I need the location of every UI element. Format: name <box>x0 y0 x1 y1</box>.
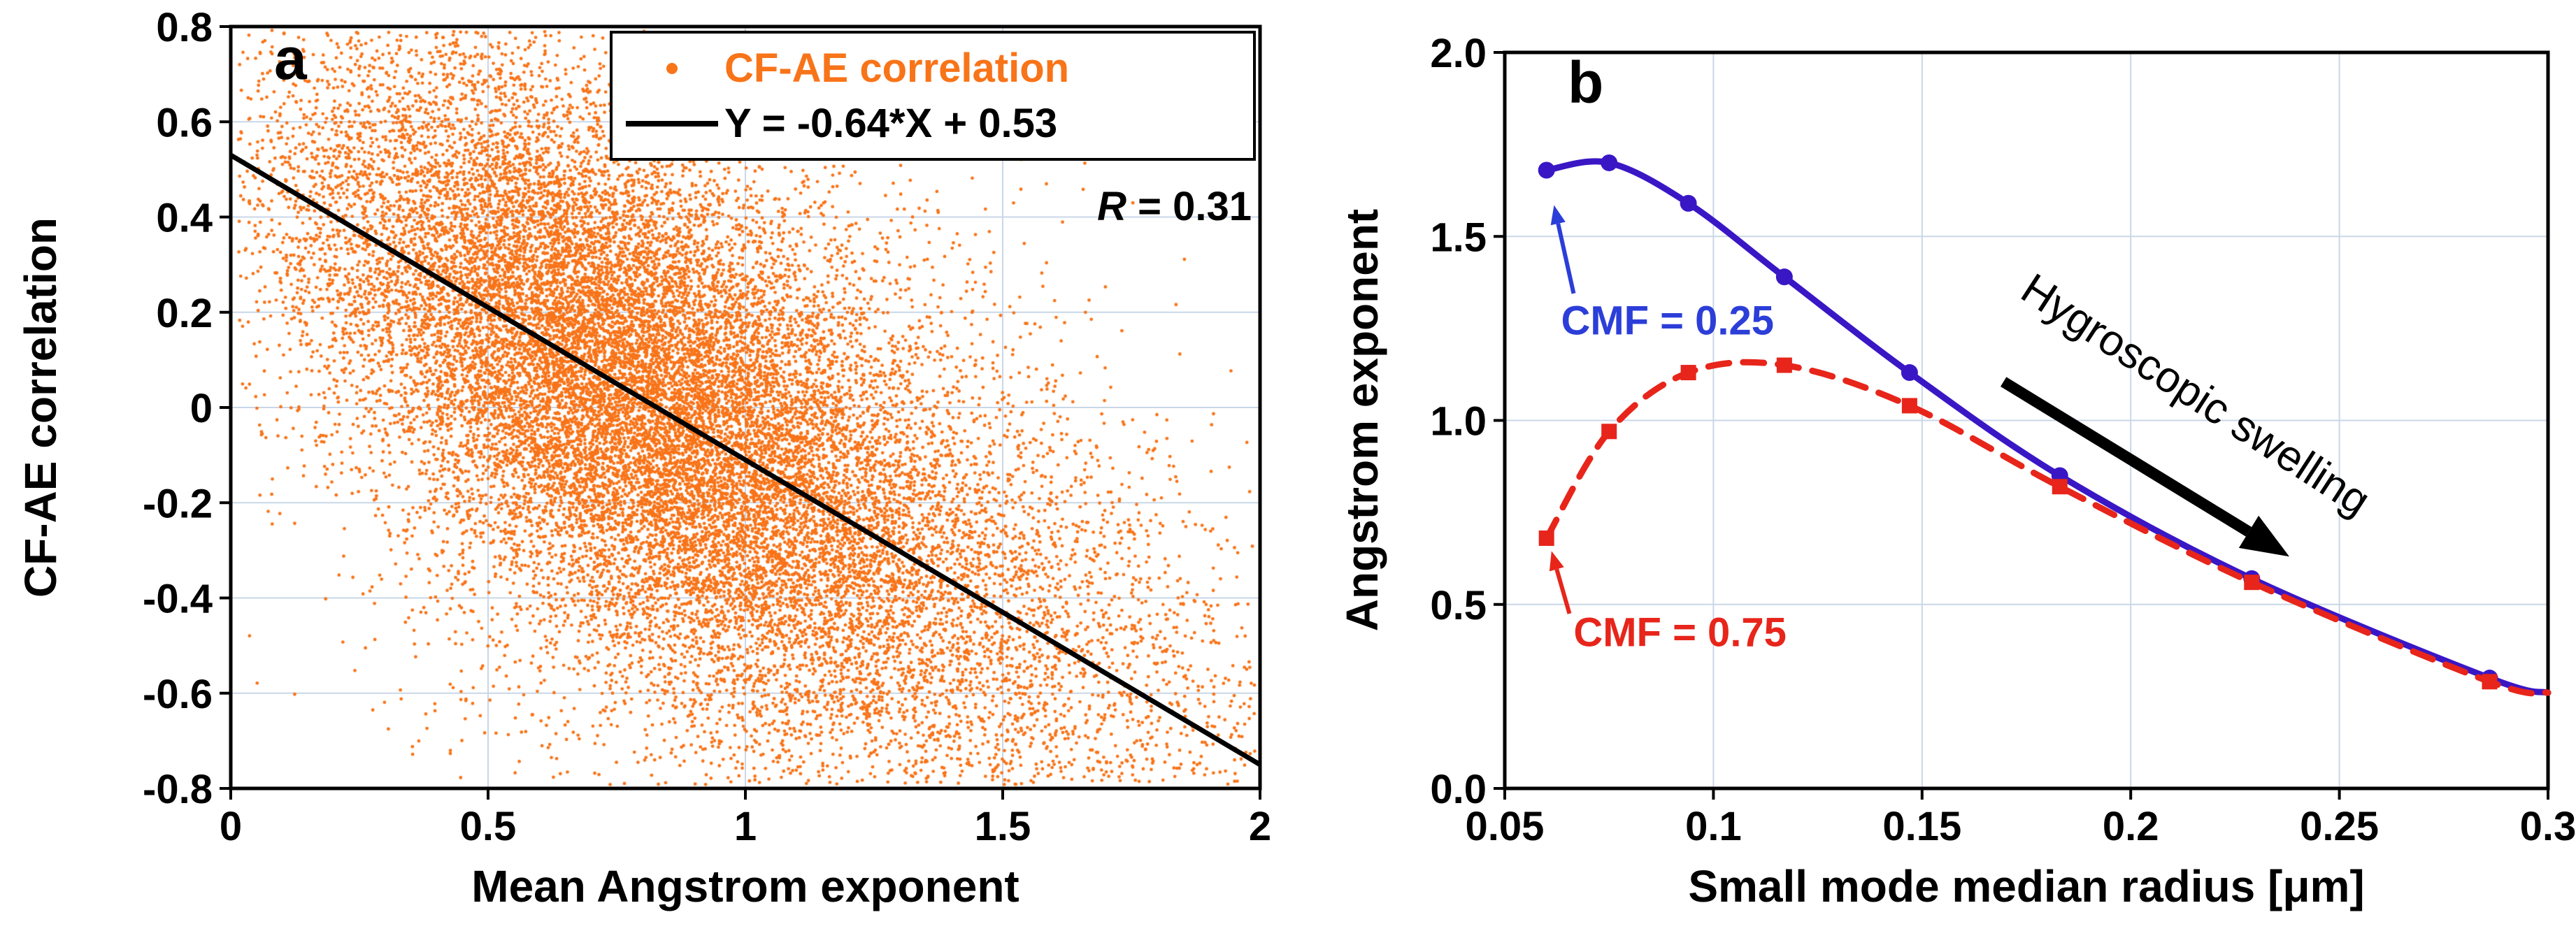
legend-entry-fit-line: Y = -0.64*X + 0.53 <box>620 100 1246 147</box>
legend-label-fit-line: Y = -0.64*X + 0.53 <box>724 101 1058 146</box>
annotation-arrowhead <box>1550 205 1566 226</box>
data-marker-circle <box>1601 154 1618 171</box>
data-marker-circle <box>1775 268 1793 286</box>
panel-b-y-tick-label: 0.0 <box>1430 767 1487 812</box>
panel-b-y-axis-label: Angstrom exponent <box>1337 208 1387 632</box>
panel-b-letter: b <box>1568 50 1604 115</box>
legend-entry-scatter: CF-AE correlation <box>620 45 1246 92</box>
data-marker-square <box>2482 674 2498 690</box>
annotation-cmf-075: CMF = 0.75 <box>1573 609 1787 656</box>
panel-a-y-tick-label: 0.6 <box>156 100 213 145</box>
data-marker-square <box>1776 357 1792 373</box>
panel-a-x-tick-label: 1 <box>734 804 757 849</box>
data-marker-square <box>1538 530 1554 546</box>
panel-b-y-tick-label: 1.0 <box>1430 399 1487 445</box>
panel-a-legend: CF-AE correlation Y = -0.64*X + 0.53 <box>610 31 1256 161</box>
panel-b-x-tick-label: 0.1 <box>1685 804 1742 849</box>
panel-b-x-tick-label: 0.15 <box>1882 804 1961 849</box>
panel-b-x-tick-label: 0.2 <box>2103 804 2159 849</box>
legend-label-scatter: CF-AE correlation <box>724 45 1070 91</box>
data-marker-square <box>1680 365 1696 381</box>
data-marker-circle <box>1680 194 1697 212</box>
annotation-arrowhead <box>2238 515 2289 557</box>
panel-a-x-tick-label: 0.5 <box>460 804 517 849</box>
scatter-dot-icon <box>620 62 724 74</box>
panel-b-x-tick-label: 0.3 <box>2520 804 2576 849</box>
panel-a-y-tick-label: 0.8 <box>156 5 213 50</box>
correlation-coefficient-label: R = 0.31 <box>930 183 1252 230</box>
panel-a-y-tick-label: 0.4 <box>156 196 213 241</box>
annotation-cmf-025: CMF = 0.25 <box>1561 298 1775 344</box>
r-value: = 0.31 <box>1126 184 1252 229</box>
data-marker-square <box>2052 479 2068 495</box>
panel-b-y-tick-label: 1.5 <box>1430 215 1487 260</box>
data-marker-square <box>1601 424 1617 440</box>
panel-b-y-tick-label: 0.5 <box>1430 583 1487 628</box>
panel-a-y-tick-label: -0.8 <box>143 767 213 812</box>
data-marker-square <box>2244 575 2260 591</box>
panel-a-y-tick-label: -0.2 <box>143 481 213 526</box>
fit-line-sample-icon <box>620 120 724 127</box>
annotation-arrow-shaft <box>1554 568 1572 614</box>
annotation-arrow-shaft <box>1556 223 1576 294</box>
panel-b-x-tick-label: 0.25 <box>2300 804 2379 849</box>
panel-a-x-tick-label: 1.5 <box>975 804 1031 849</box>
annotation-arrow-shaft <box>2001 377 2252 537</box>
panel-a-y-tick-label: -0.4 <box>143 577 213 622</box>
series-line-cmf-025 <box>1543 158 2552 696</box>
regression-fit-line <box>229 152 1261 767</box>
panel-b-x-axis-label: Small mode median radius [μm] <box>1688 861 2365 911</box>
data-marker-square <box>1901 398 1917 414</box>
panel-a-x-tick-label: 2 <box>1249 804 1271 849</box>
series-line-cmf-075 <box>1543 359 2552 697</box>
panel-a-x-axis-label: Mean Angstrom exponent <box>471 861 1019 911</box>
panel-b-y-tick-label: 2.0 <box>1430 31 1487 76</box>
data-marker-circle <box>1538 161 1555 179</box>
panel-a-x-tick-label: 0 <box>220 804 242 849</box>
panel-a-y-tick-label: 0 <box>190 386 213 431</box>
panel-a-y-axis-label: CF-AE correlation <box>15 217 66 598</box>
panel-a-y-tick-label: -0.6 <box>143 672 213 717</box>
panel-a-letter: a <box>274 26 307 92</box>
panel-b-x-tick-label: 0.05 <box>1466 804 1545 849</box>
annotation-arrowhead <box>1549 551 1564 572</box>
data-marker-circle <box>1901 364 1918 382</box>
r-symbol: R <box>1097 184 1127 229</box>
panel-a-y-tick-label: 0.2 <box>156 291 213 336</box>
